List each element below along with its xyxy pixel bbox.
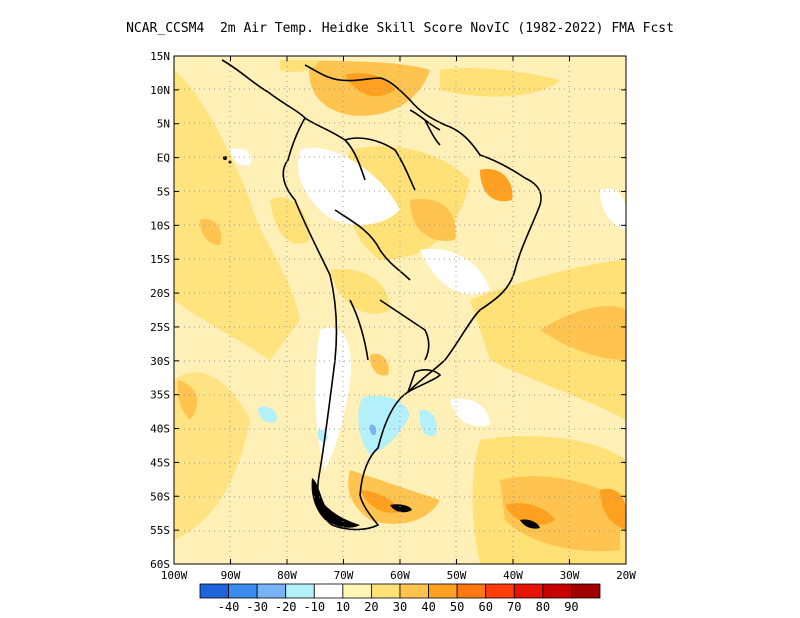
lat-label: 45S — [150, 456, 170, 469]
chart-title: NCAR_CCSM4 2m Air Temp. Heidke Skill Sco… — [126, 21, 674, 36]
coastlines — [221, 59, 542, 531]
lat-label: 35S — [150, 389, 170, 402]
lat-label: 25S — [150, 321, 170, 334]
axis-ticks — [173, 55, 627, 565]
colorbar-swatch — [513, 583, 544, 599]
lon-label: 30W — [560, 569, 580, 582]
colorbar-swatch — [456, 583, 487, 599]
colorbar — [199, 583, 601, 599]
colorbar-swatch — [428, 583, 458, 599]
lat-label: 55S — [150, 524, 170, 537]
lat-label: 30S — [150, 355, 170, 368]
colorbar-label: 50 — [450, 600, 464, 614]
colorbar-label: -20 — [275, 600, 297, 614]
colorbar-swatch — [256, 583, 287, 599]
lon-label: 60W — [390, 569, 410, 582]
colorbar-label: 40 — [421, 600, 435, 614]
lat-label: 10S — [150, 219, 170, 232]
lat-label: 20S — [150, 287, 170, 300]
lon-label: 50W — [447, 569, 467, 582]
colorbar-label: 10 — [336, 600, 350, 614]
lon-label: 70W — [334, 569, 354, 582]
colorbar-swatch — [485, 583, 515, 599]
lat-label: 50S — [150, 490, 170, 503]
colorbar-label: 60 — [478, 600, 492, 614]
colorbar-label: -40 — [218, 600, 240, 614]
colorbar-swatch — [228, 583, 258, 599]
lon-label: 20W — [616, 569, 636, 582]
lon-label: 80W — [277, 569, 297, 582]
colorbar-label: 90 — [564, 600, 578, 614]
lat-label: 40S — [150, 423, 170, 436]
colorbar-label: -10 — [303, 600, 325, 614]
lat-label: 15N — [150, 50, 170, 63]
colorbar-swatch — [285, 583, 315, 599]
lat-label: 10N — [150, 84, 170, 97]
lon-label: 90W — [221, 569, 241, 582]
colorbar-swatch — [313, 583, 344, 599]
lon-label: 40W — [503, 569, 523, 582]
colorbar-labels: -40 -30 -20 -10 10 20 30 40 50 60 70 80 90 — [218, 600, 579, 614]
skill-shading — [174, 56, 626, 564]
colorbar-label: 70 — [507, 600, 521, 614]
lat-label: EQ — [157, 152, 170, 165]
southern-islands — [223, 156, 540, 529]
colorbar-swatch — [542, 583, 572, 599]
longitude-labels: 100W 90W 80W 70W 60W 50W 40W 30W 20W — [161, 569, 637, 582]
colorbar-swatch — [371, 583, 401, 599]
lat-label: 60S — [150, 558, 170, 571]
latitude-labels: 15N 10N 5N EQ 5S 10S 15S 20S 25S 30S 35S 40S 45S 50S 5… — [150, 50, 170, 571]
colorbar-label: -30 — [246, 600, 268, 614]
colorbar-label: 30 — [393, 600, 407, 614]
lat-label: 5S — [157, 185, 170, 198]
colorbar-label: 80 — [536, 600, 550, 614]
grid-lines — [174, 56, 626, 564]
colorbar-swatch — [571, 583, 601, 599]
lon-label: 100W — [161, 569, 188, 582]
lat-label: 15S — [150, 253, 170, 266]
colorbar-swatch — [399, 583, 429, 599]
lat-label: 5N — [157, 118, 170, 131]
colorbar-swatch — [342, 583, 372, 599]
colorbar-label: 20 — [364, 600, 378, 614]
colorbar-swatch — [199, 583, 229, 599]
